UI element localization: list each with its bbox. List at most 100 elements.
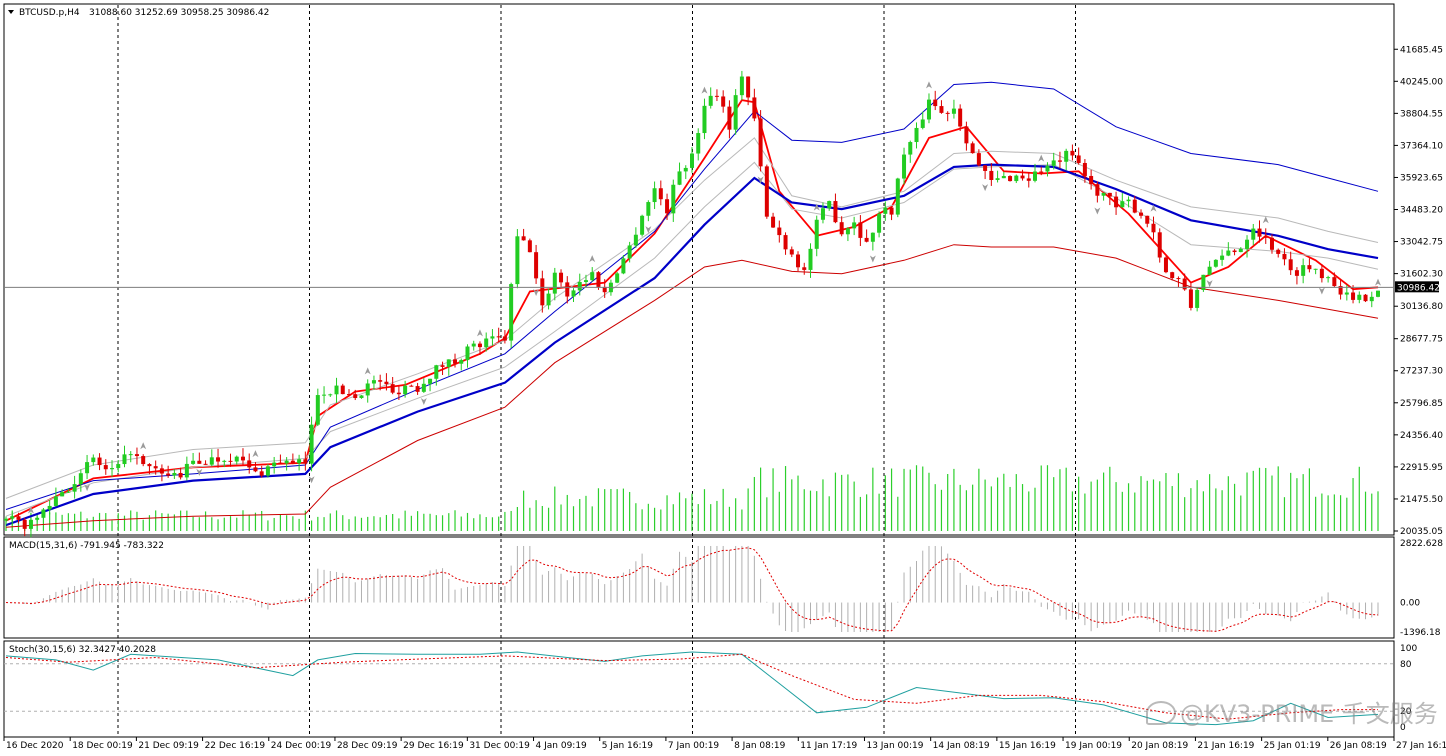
- candle-body: [596, 272, 601, 287]
- candle-body: [191, 460, 196, 464]
- symbol-label: BTCUSD.p,H4: [19, 8, 80, 18]
- candle-body: [334, 385, 339, 395]
- candle-body: [1301, 265, 1306, 276]
- time-tick-label: 18 Dec 00:19: [72, 741, 133, 751]
- candle-body: [403, 385, 408, 395]
- time-tick-label: 21 Dec 09:19: [138, 741, 199, 751]
- time-tick-label: 11 Jan 17:19: [800, 741, 857, 751]
- candle-body: [1201, 274, 1206, 290]
- candle-body: [1288, 259, 1293, 271]
- candle-body: [1344, 292, 1349, 295]
- last-price-label: 30986.42: [1397, 283, 1440, 293]
- candle-body: [702, 105, 707, 134]
- time-tick-label: 28 Dec 09:19: [337, 741, 398, 751]
- candle-body: [459, 360, 464, 364]
- candle-body: [877, 213, 882, 233]
- main-price-panel[interactable]: [3, 3, 1395, 536]
- candle-body: [1369, 296, 1374, 302]
- candle-body: [958, 108, 963, 127]
- candle-body: [1238, 248, 1243, 253]
- fractal-arrow: [364, 367, 371, 375]
- candle-body: [683, 167, 688, 172]
- candle-body: [665, 199, 670, 214]
- candle-body: [864, 237, 869, 242]
- candle-body: [565, 282, 570, 297]
- candle-body: [128, 454, 133, 456]
- candle-body: [434, 365, 439, 379]
- candle-body: [53, 496, 58, 506]
- candle-body: [827, 201, 832, 209]
- candle-body: [771, 216, 776, 228]
- candle-body: [1008, 176, 1013, 182]
- candle-body: [1207, 266, 1212, 275]
- candle-body: [284, 460, 289, 464]
- price-axis: 41685.45 40245.00 38804.55 37364.10 35923.65…: [1394, 45, 1443, 537]
- candle-body: [546, 293, 551, 306]
- stoch-label: Stoch(30,15,6) 32.3427 40.2028: [9, 645, 156, 655]
- candle-body: [78, 473, 83, 485]
- candle-body: [22, 519, 27, 529]
- candle-body: [870, 232, 875, 242]
- candle-body: [415, 386, 420, 392]
- candle-body: [428, 378, 433, 384]
- candle-body: [365, 383, 370, 396]
- candle-body: [184, 463, 189, 478]
- fractal-arrow: [1038, 154, 1045, 162]
- candle-body: [1232, 250, 1237, 253]
- candle-body: [796, 254, 801, 268]
- fractal-arrow: [813, 203, 820, 211]
- candle-body: [721, 96, 726, 107]
- price-tick-label: 33042.75: [1400, 238, 1443, 248]
- volume-bars: [5, 465, 1379, 531]
- collapse-triangle-icon[interactable]: [8, 10, 14, 14]
- fractal-arrow: [476, 329, 483, 337]
- candle-body: [1014, 175, 1019, 182]
- candle-body: [209, 457, 214, 465]
- candle-body: [1276, 249, 1281, 254]
- time-tick-label: 21 Jan 16:19: [1197, 741, 1254, 751]
- candle-body: [677, 171, 682, 185]
- candle-body: [646, 202, 651, 216]
- candle-body: [933, 99, 938, 107]
- candle-body: [178, 472, 183, 478]
- macd-label: MACD(15,31,6) -791.945 -783.322: [9, 541, 164, 551]
- stoch-tick-label: 80: [1400, 660, 1412, 670]
- candle-body: [527, 240, 532, 253]
- candle-body: [1114, 196, 1119, 208]
- candle-body: [259, 471, 264, 476]
- time-tick-label: 5 Jan 16:19: [602, 741, 654, 751]
- fractal-arrow: [252, 450, 259, 458]
- macd-panel[interactable]: [3, 536, 1395, 639]
- stoch-signal-line: [5, 653, 1378, 720]
- indicator-line: [5, 244, 1379, 528]
- candle-body: [1020, 175, 1025, 179]
- candle-body: [91, 457, 96, 463]
- candlestick-series: [4, 70, 1380, 538]
- fractal-arrow: [1262, 216, 1269, 224]
- candle-body: [103, 465, 108, 470]
- candle-body: [134, 454, 139, 457]
- candle-body: [72, 484, 77, 492]
- candle-body: [247, 460, 252, 468]
- candle-body: [465, 346, 470, 361]
- candle-body: [253, 467, 258, 472]
- candle-body: [1120, 201, 1125, 208]
- candle-body: [590, 272, 595, 281]
- candle-body: [60, 492, 65, 497]
- candle-body: [1319, 268, 1324, 279]
- candle-body: [1070, 150, 1075, 156]
- candle-body: [371, 380, 376, 384]
- candle-body: [1363, 294, 1368, 302]
- candle-body: [976, 153, 981, 166]
- candle-body: [1139, 212, 1144, 216]
- time-tick-label: 15 Jan 16:19: [999, 741, 1056, 751]
- candle-body: [203, 463, 208, 465]
- candle-body: [777, 227, 782, 236]
- chat-bubble-icon: [1146, 701, 1176, 725]
- candle-body: [1095, 184, 1100, 196]
- candle-body: [995, 178, 1000, 180]
- candle-body: [153, 466, 158, 469]
- candle-body: [820, 208, 825, 220]
- candle-body: [1282, 253, 1287, 260]
